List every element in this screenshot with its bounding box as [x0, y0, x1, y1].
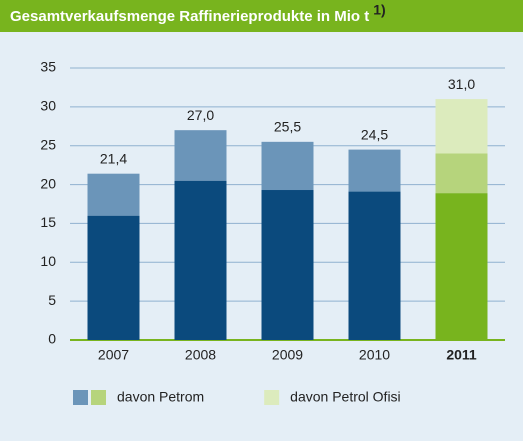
bar-segment: [87, 173, 140, 216]
x-tick-label: 2010: [359, 347, 390, 363]
legend-label: davon Petrom: [117, 389, 204, 405]
y-tick-label: 5: [48, 292, 56, 308]
legend-swatch: [91, 390, 106, 405]
bar-segment: [174, 180, 227, 340]
bar-segment: [261, 141, 314, 191]
legend-label: davon Petrol Ofisi: [290, 389, 401, 405]
bar-segment: [435, 99, 488, 154]
x-tick-label: 2011: [446, 347, 477, 363]
title-bar: [0, 0, 523, 32]
chart-title: Gesamtverkaufsmenge Raffinerieprodukte i…: [10, 8, 369, 25]
y-tick-label: 35: [40, 59, 56, 75]
y-tick-label: 30: [40, 98, 56, 114]
y-tick-label: 0: [48, 331, 56, 347]
bar-segment: [261, 190, 314, 340]
y-tick-label: 20: [40, 175, 56, 191]
total-label: 31,0: [448, 76, 475, 92]
x-tick-label: 2009: [272, 347, 303, 363]
x-tick-label: 2007: [98, 347, 129, 363]
y-tick-label: 15: [40, 214, 56, 230]
total-label: 21,4: [100, 150, 127, 166]
total-label: 25,5: [274, 119, 301, 135]
bar-segment: [174, 130, 227, 181]
bar-segment: [87, 215, 140, 340]
title-note: 1): [373, 2, 385, 18]
y-tick-label: 10: [40, 253, 56, 269]
bar-segment: [435, 193, 488, 340]
y-tick-label: 25: [40, 136, 56, 152]
bar-segment: [348, 191, 401, 340]
x-tick-label: 2008: [185, 347, 216, 363]
legend-swatch: [264, 390, 280, 405]
bar-segment: [435, 153, 488, 194]
legend-swatch: [73, 390, 88, 405]
bar-segment: [348, 149, 401, 192]
total-label: 24,5: [361, 126, 388, 142]
total-label: 27,0: [187, 107, 214, 123]
